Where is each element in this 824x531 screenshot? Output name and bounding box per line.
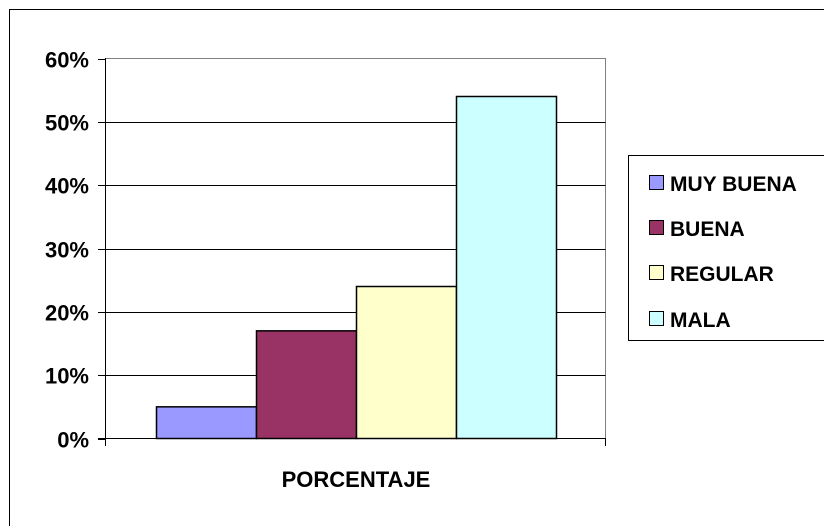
legend-swatch — [650, 266, 664, 280]
bar-regular — [357, 287, 457, 439]
y-tick-label: 50% — [45, 111, 89, 136]
legend-swatch — [650, 312, 664, 326]
bar-mala — [457, 97, 557, 439]
y-tick-label: 10% — [45, 364, 89, 389]
legend-label: REGULAR — [670, 263, 774, 286]
y-tick-label: 0% — [57, 428, 89, 453]
y-tick-label: 20% — [45, 301, 89, 326]
bar-muy-buena — [157, 407, 257, 439]
y-tick-label: 30% — [45, 238, 89, 263]
legend-label: BUENA — [670, 218, 745, 241]
x-axis-label: PORCENTAJE — [282, 467, 431, 492]
bar-buena — [257, 331, 357, 439]
legend-label: MALA — [670, 309, 731, 332]
legend-swatch — [650, 221, 664, 235]
legend-swatch — [650, 176, 664, 190]
y-tick-label: 40% — [45, 174, 89, 199]
legend-label: MUY BUENA — [670, 173, 797, 196]
y-tick-label: 60% — [45, 48, 89, 73]
